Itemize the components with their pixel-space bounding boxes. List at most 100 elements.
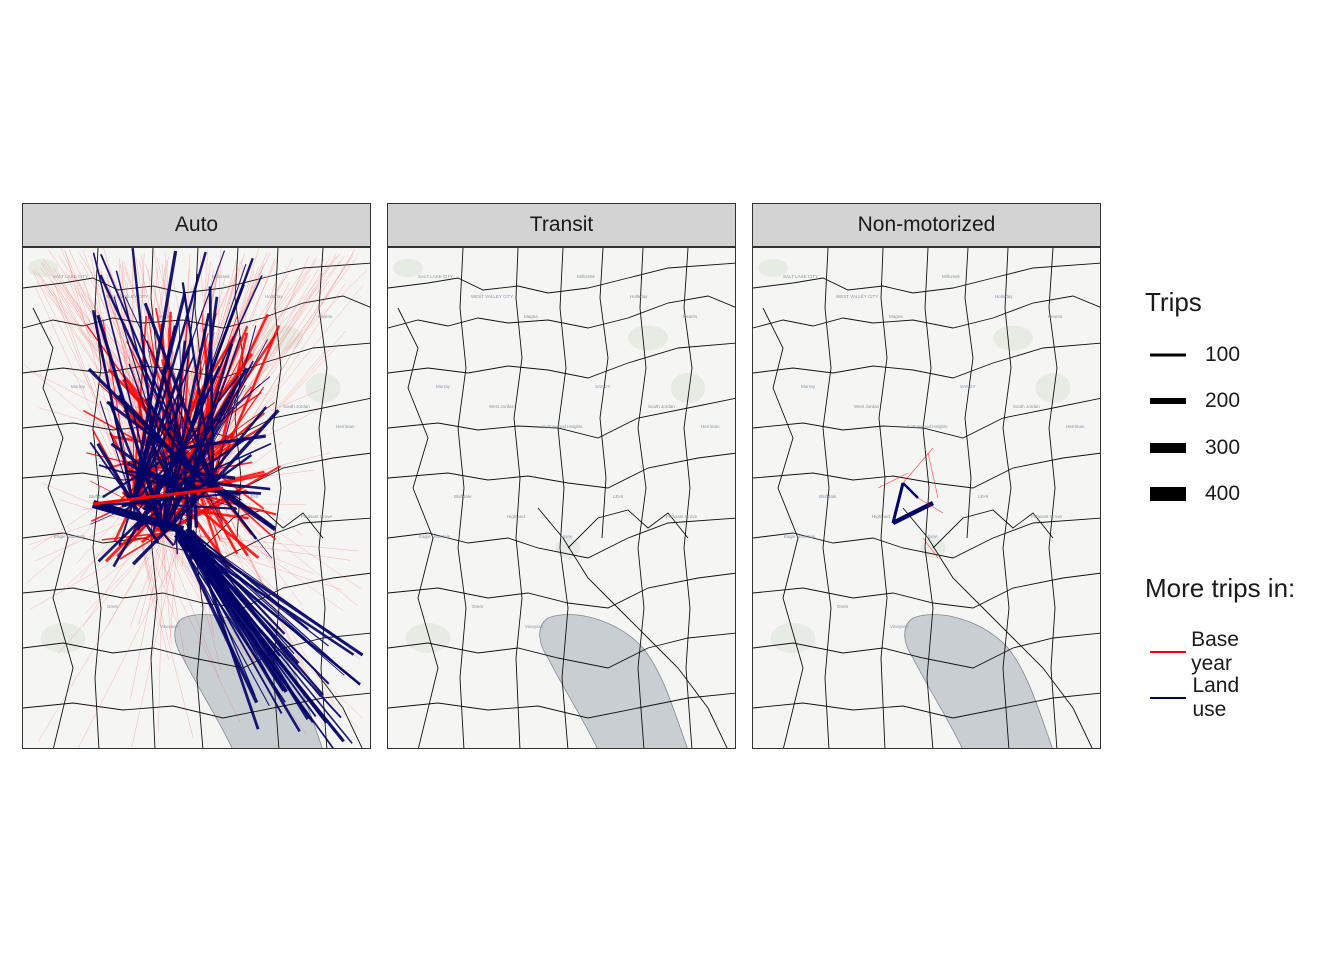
tract-boundary	[318, 248, 328, 748]
flow-line-land-use	[124, 296, 214, 484]
place-label: Pleasant Grove	[301, 514, 333, 519]
place-label: Millcreek	[577, 274, 596, 279]
place-label: Murray	[71, 384, 86, 389]
tract-boundary	[23, 572, 370, 609]
flow-line-land-use	[182, 275, 263, 449]
place-label: Kearns	[683, 314, 698, 319]
legend-label: 100	[1205, 343, 1241, 366]
flow-line-land-use	[178, 316, 184, 449]
flow-line-land-use	[902, 482, 919, 499]
flow-line-base-year	[922, 537, 939, 559]
flow-line-land-use	[185, 529, 321, 698]
flow-line-land-use	[183, 533, 364, 657]
flow-line-land-use	[147, 435, 175, 489]
flow-line-land-use	[180, 535, 283, 714]
tract-boundary	[202, 509, 324, 549]
flow-line-land-use	[186, 530, 256, 697]
trips-legend-title: Trips	[1145, 287, 1202, 317]
place-label: Herriman	[336, 424, 355, 429]
tract-boundary	[537, 507, 728, 748]
flow-line-land-use	[99, 400, 134, 504]
facet-label: Transit	[529, 213, 594, 236]
line-width-key	[1150, 443, 1186, 453]
tract-boundary	[753, 295, 1100, 329]
place-label: Vineyard	[525, 624, 543, 629]
flow-line-land-use	[89, 441, 134, 504]
park-area	[758, 259, 788, 277]
place-label: Bluffdale	[89, 494, 107, 499]
place-label: Pleasant Grove	[1031, 514, 1063, 519]
flow-line-base-year	[54, 284, 134, 504]
place-label: Eagle Mountain	[54, 534, 86, 539]
flow-line-base-year	[212, 482, 225, 642]
flow-line-land-use	[131, 447, 184, 521]
place-label: SANDY	[960, 384, 976, 389]
flow-line-land-use	[176, 531, 286, 692]
flow-line-land-use	[128, 363, 174, 489]
place-label: Kearns	[1048, 314, 1063, 319]
place-label: Orem	[837, 604, 849, 609]
flow-line-base-year	[192, 407, 323, 474]
flow-line-base-year	[129, 532, 164, 628]
tract-boundary	[388, 342, 735, 379]
place-label: SALT LAKE CITY	[418, 274, 453, 279]
place-label: Herriman	[1066, 424, 1085, 429]
place-label: Holladay	[265, 294, 283, 299]
flow-line-land-use	[106, 400, 214, 485]
tract-boundary	[762, 307, 804, 748]
flow-line-base-year	[158, 532, 164, 733]
place-label: Holladay	[995, 294, 1013, 299]
flow-line-land-use	[172, 398, 200, 489]
map-panel-non-motorized: SALT LAKE CITY WEST VALLEY CITY Magna Millc…	[752, 247, 1101, 749]
tract-boundary	[457, 248, 467, 748]
legend-label: 200	[1205, 389, 1241, 412]
line-width-key	[1150, 353, 1186, 357]
place-label: LEHI	[248, 494, 258, 499]
tract-boundary	[567, 509, 689, 549]
flow-line-land-use	[102, 447, 184, 499]
place-label: SANDY	[595, 384, 611, 389]
flow-line-base-year	[192, 257, 358, 474]
flow-line-base-year	[162, 532, 201, 601]
park-area	[40, 623, 86, 653]
place-label: WEST VALLEY CITY	[106, 294, 148, 299]
place-label: West Jordan	[854, 404, 880, 409]
tract-boundary	[902, 507, 1093, 748]
flow-line-base-year	[162, 532, 203, 596]
flow-line-land-use	[100, 254, 184, 449]
tract-boundary	[23, 632, 370, 669]
tract-boundary	[753, 262, 1100, 294]
legend-label: Base year	[1191, 628, 1239, 675]
flow-line-land-use	[189, 534, 286, 635]
place-label: Orem	[472, 604, 484, 609]
facet-strip-non-motorized: Non-motorized	[752, 203, 1101, 247]
place-label: SANDY	[230, 384, 246, 389]
park-area	[405, 623, 451, 653]
flow-line-land-use	[192, 472, 241, 509]
park-area	[28, 259, 58, 277]
place-label: Murray	[801, 384, 816, 389]
place-label: Millcreek	[942, 274, 961, 279]
park-area	[305, 373, 341, 403]
place-label: South Jordan	[1013, 404, 1040, 409]
tract-boundary	[23, 517, 370, 559]
place-label: Highland	[507, 514, 525, 519]
park-area	[993, 325, 1033, 351]
tract-boundary	[388, 572, 735, 609]
place-label: Eagle Mountain	[784, 534, 816, 539]
flow-line-land-use	[184, 532, 281, 657]
flow-line-base-year	[162, 532, 166, 580]
place-label: Magna	[889, 314, 903, 319]
tract-boundary	[753, 632, 1100, 669]
tract-boundary	[388, 262, 735, 294]
place-label: West Jordan	[489, 404, 515, 409]
tract-boundary	[753, 572, 1100, 609]
flow-line-land-use	[208, 286, 215, 484]
color-legend-title: More trips in:	[1145, 573, 1296, 603]
place-label: South Jordan	[648, 404, 675, 409]
flow-line-base-year	[87, 532, 164, 592]
place-label: Holladay	[630, 294, 648, 299]
flow-line-land-use	[212, 481, 276, 530]
map-panel-transit: SALT LAKE CITY WEST VALLEY CITY Magna Millc…	[387, 247, 736, 749]
